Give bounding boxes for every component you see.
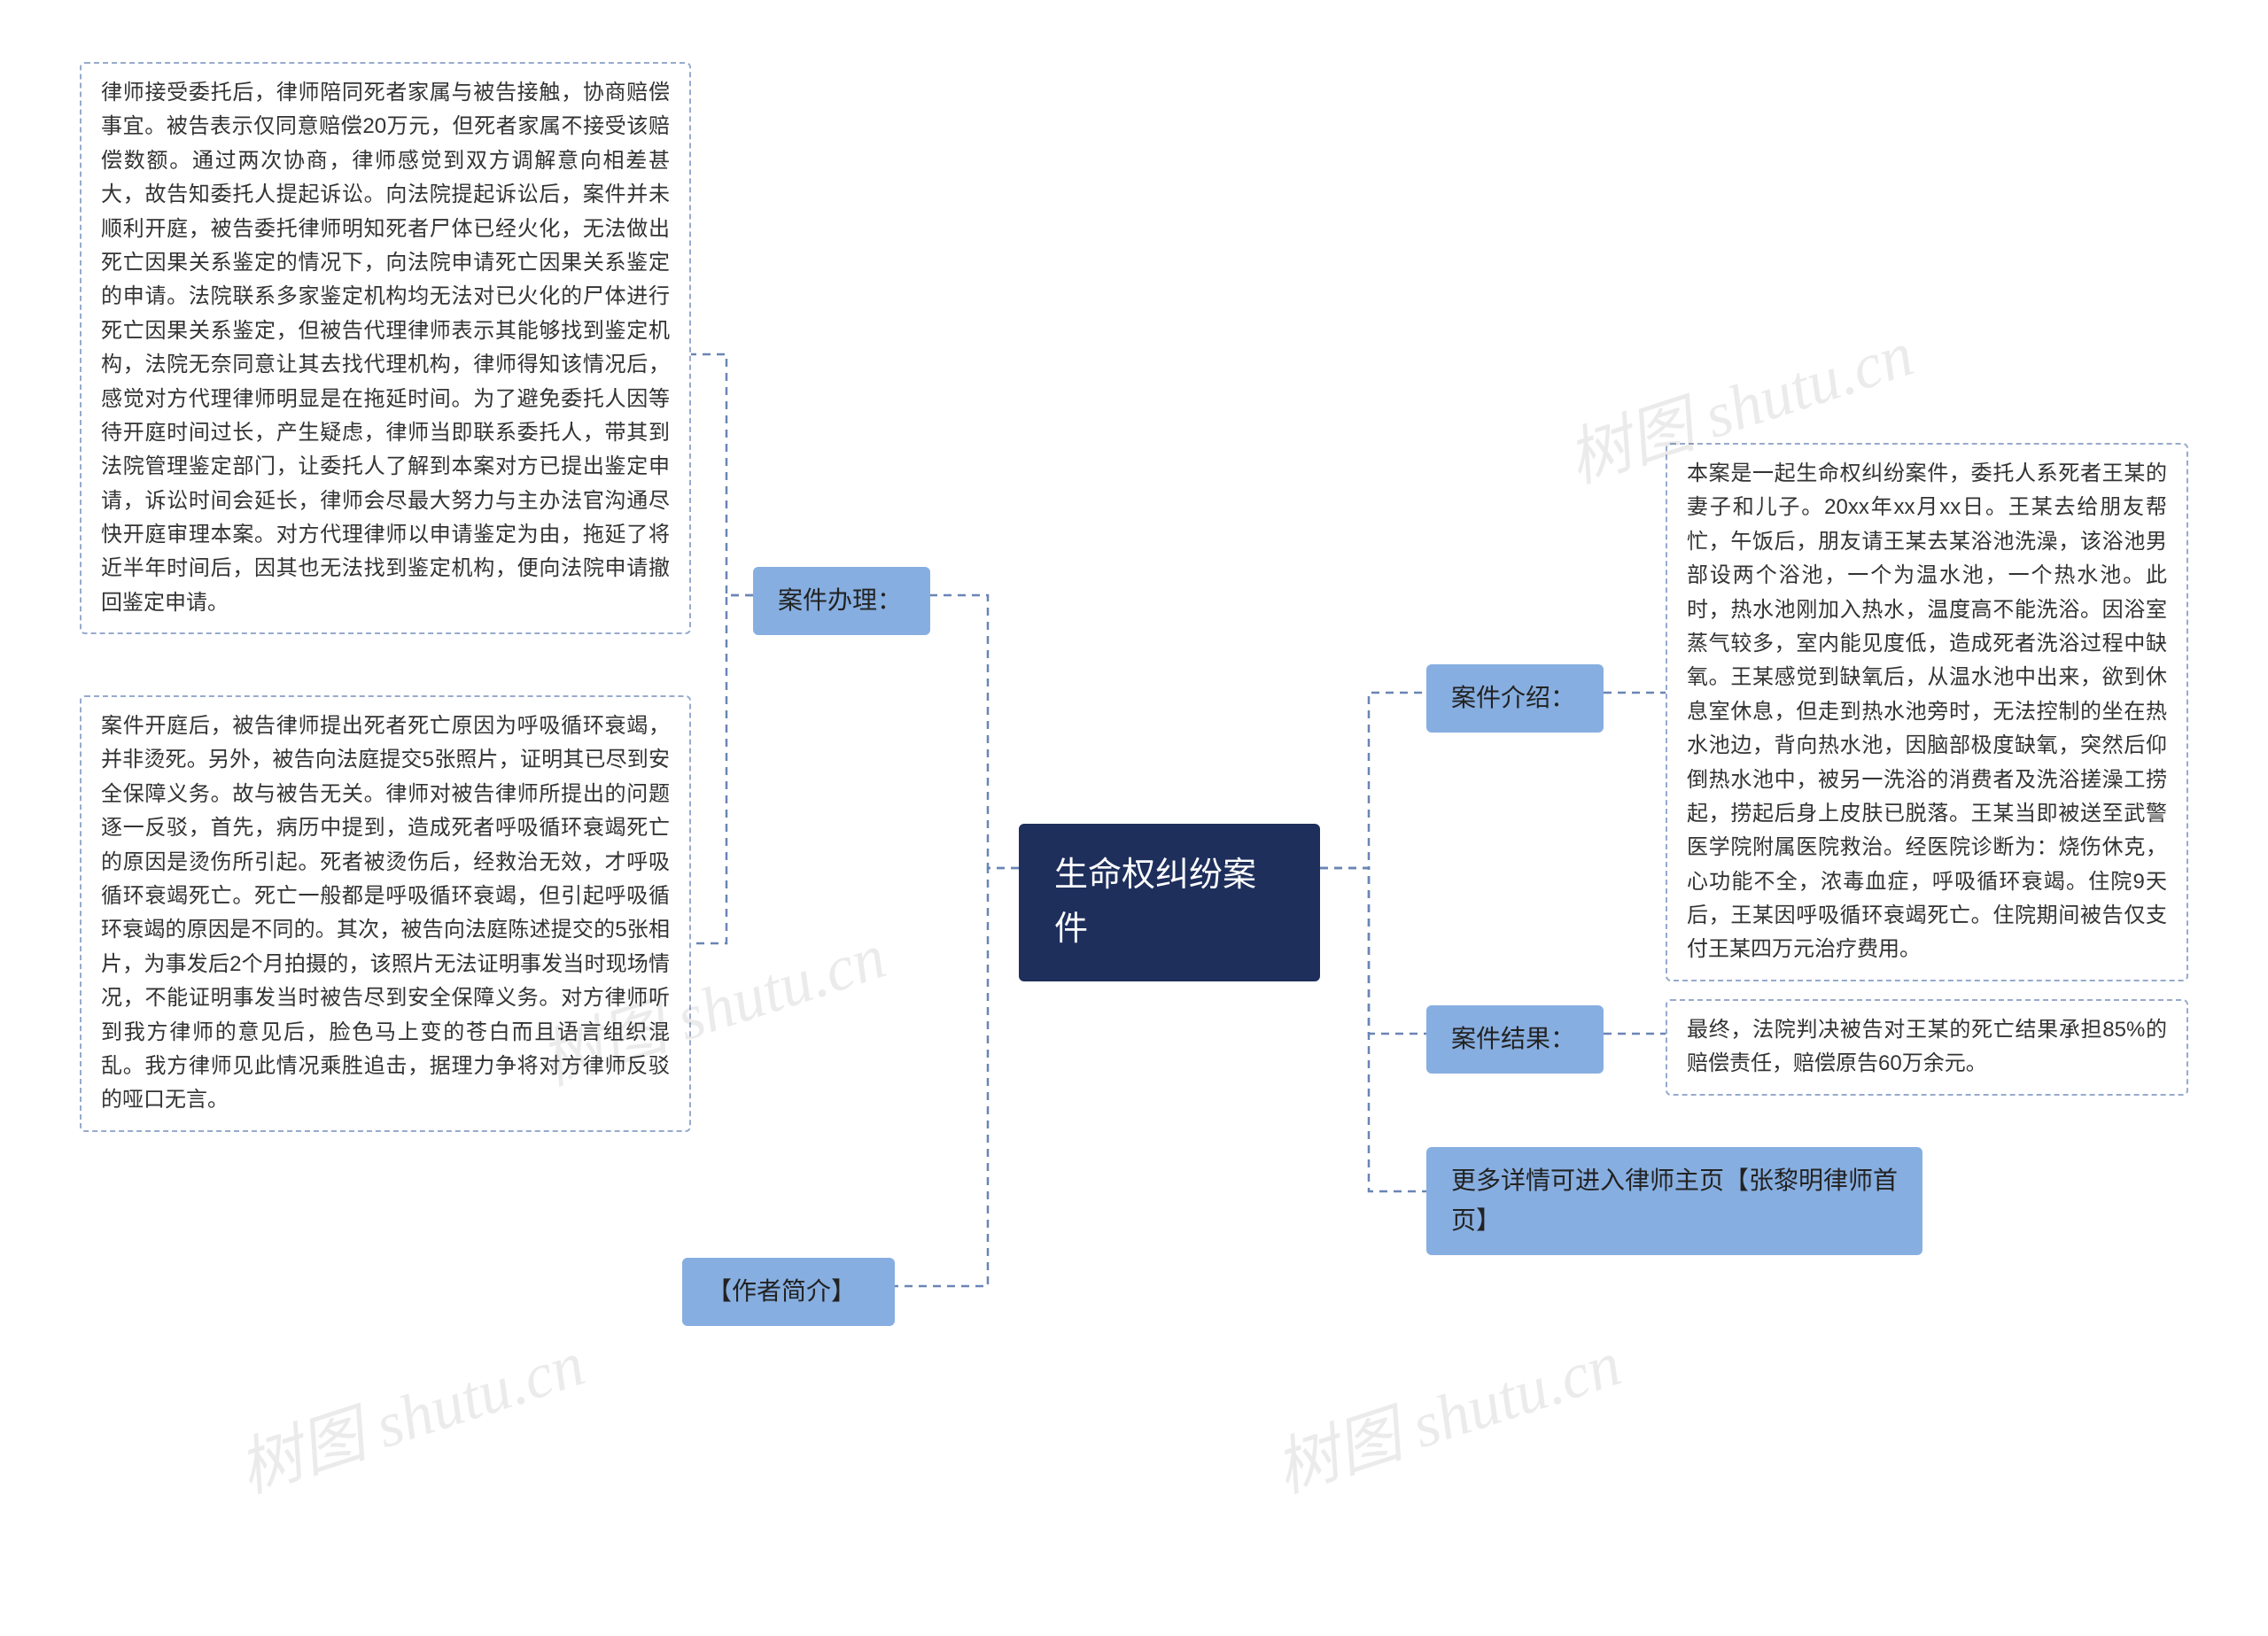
watermark: 树图 shutu.cn [225, 1311, 594, 1510]
center-node[interactable]: 生命权纠纷案件 [1019, 824, 1320, 981]
leaf-handling-2: 案件开庭后，被告律师提出死者死亡原因为呼吸循环衰竭，并非烫死。另外，被告向法庭提… [80, 695, 691, 1132]
watermark: 树图 shutu.cn [1262, 1311, 1631, 1510]
branch-handling[interactable]: 案件办理： [753, 567, 930, 635]
mindmap-canvas: 生命权纠纷案件 案件办理： 律师接受委托后，律师陪同死者家属与被告接触，协商赔偿… [0, 0, 2268, 1636]
leaf-handling-1: 律师接受委托后，律师陪同死者家属与被告接触，协商赔偿事宜。被告表示仅同意赔偿20… [80, 62, 691, 634]
branch-author[interactable]: 【作者简介】 [682, 1258, 895, 1326]
leaf-result-1: 最终，法院判决被告对王某的死亡结果承担85%的赔偿责任，赔偿原告60万余元。 [1666, 999, 2188, 1096]
branch-intro[interactable]: 案件介绍： [1426, 664, 1604, 733]
leaf-intro-1: 本案是一起生命权纠纷案件，委托人系死者王某的妻子和儿子。20xx年xx月xx日。… [1666, 443, 2188, 981]
branch-more[interactable]: 更多详情可进入律师主页【张黎明律师首页】 [1426, 1147, 1922, 1255]
branch-result[interactable]: 案件结果： [1426, 1005, 1604, 1074]
